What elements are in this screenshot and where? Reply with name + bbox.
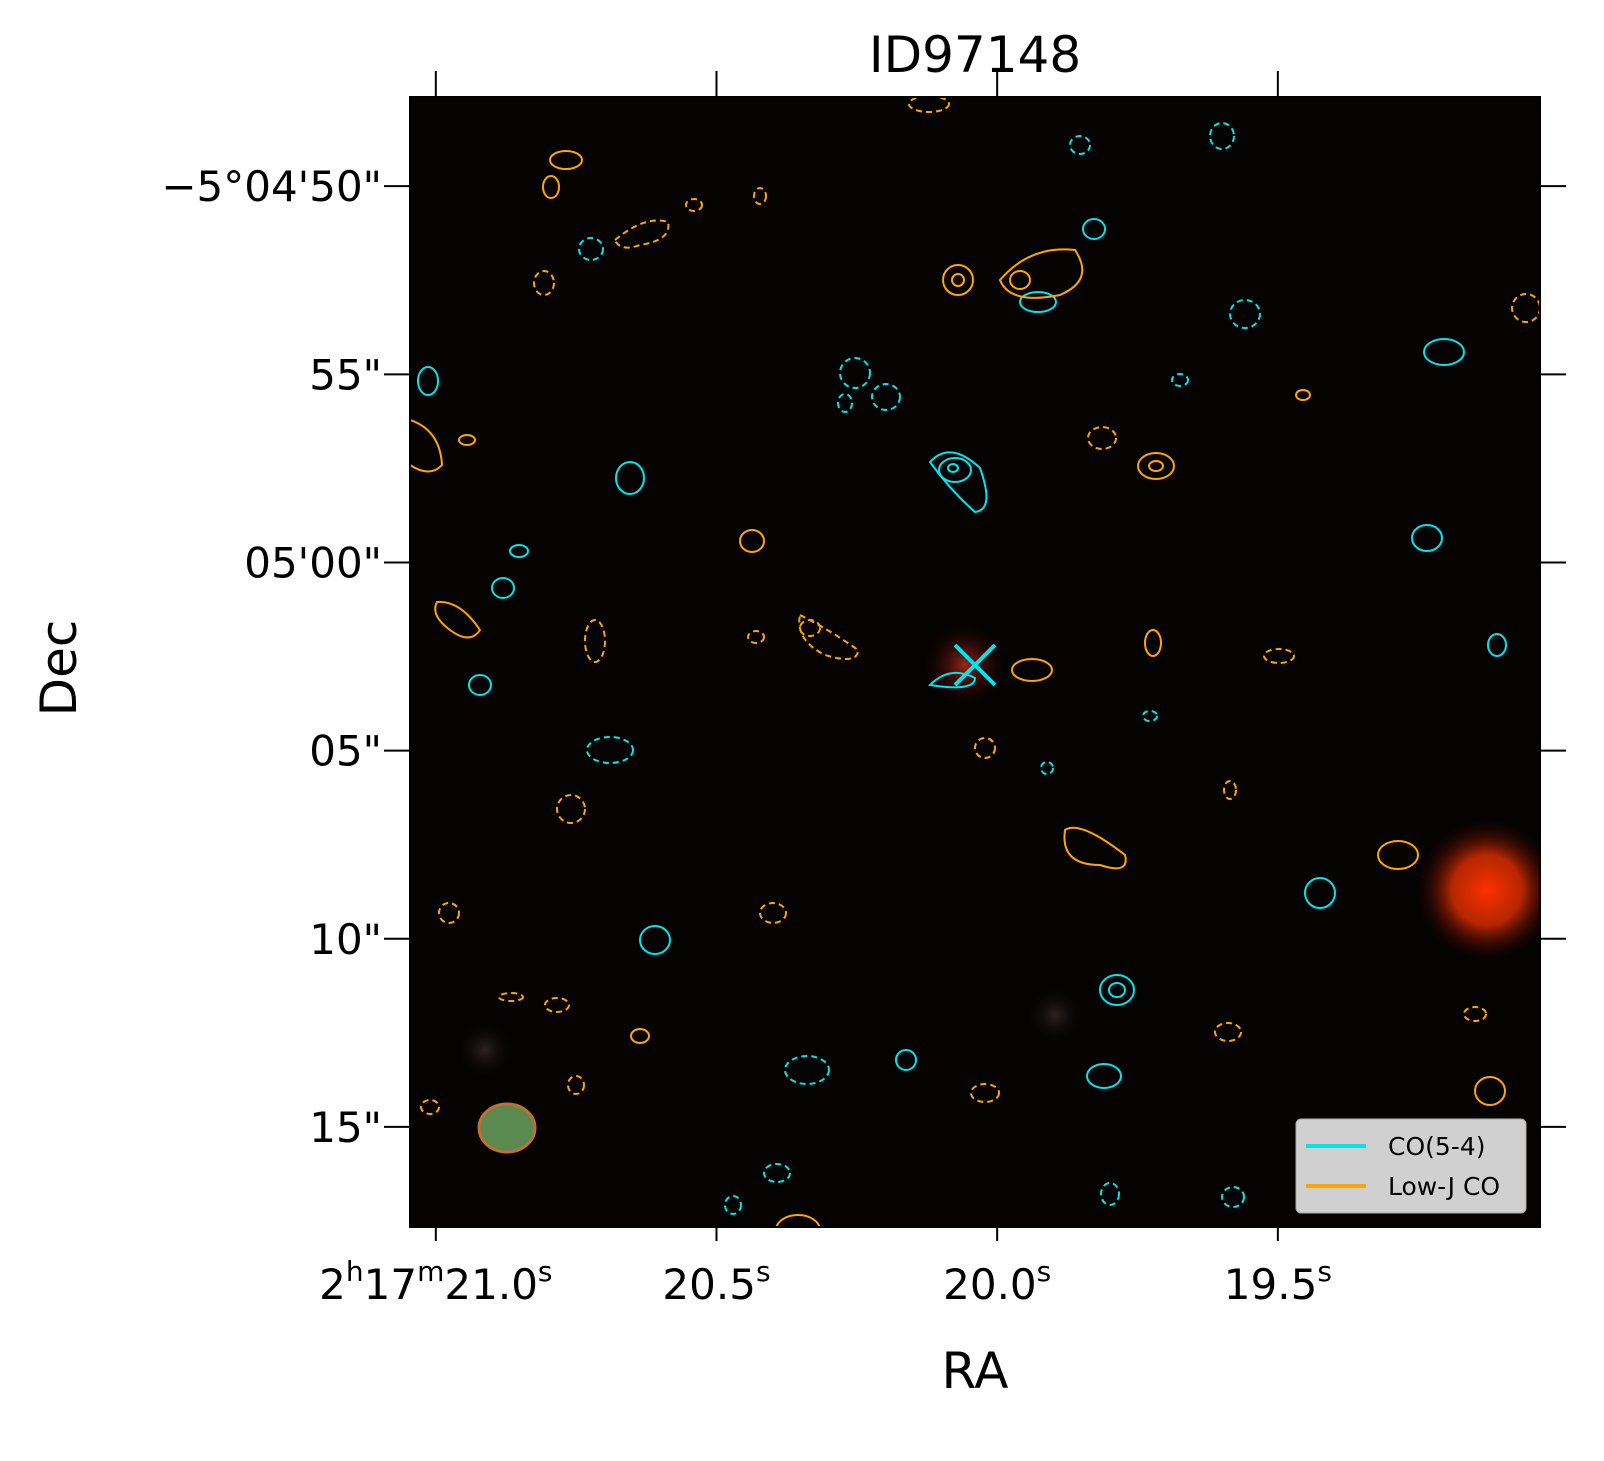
y-axis-label: Dec [30, 620, 88, 717]
legend-label: CO(5-4) [1388, 1132, 1485, 1161]
x-tick-label: 20.0s [943, 1255, 1051, 1309]
x-tick-label: 20.5s [662, 1255, 770, 1309]
y-tick-label: 10" [309, 915, 382, 964]
x-tick-label: 19.5s [1224, 1255, 1332, 1309]
y-tick-label: 55" [309, 350, 382, 399]
position-marker [953, 643, 997, 687]
x-tick-label: 2h17m21.0s [319, 1255, 552, 1309]
plot-frame [409, 96, 1541, 1228]
source-blob [1025, 985, 1085, 1045]
image [410, 97, 1540, 1227]
source-blob [455, 1020, 515, 1080]
legend-label: Low-J CO [1388, 1172, 1500, 1201]
contours [410, 97, 1540, 1227]
x-axis-label: RA [942, 1342, 1009, 1400]
legend: CO(5-4) Low-J CO [1295, 1118, 1527, 1214]
y-tick-label: 05" [309, 727, 382, 776]
y-tick-label: 15" [309, 1103, 382, 1152]
y-tick-label: 05'00" [244, 538, 382, 587]
source-blob [925, 625, 1005, 705]
legend-box [1295, 1118, 1527, 1214]
y-tick-label: −5°04'50" [161, 162, 382, 211]
beam [477, 1102, 537, 1154]
chart-title: ID97148 [869, 26, 1081, 84]
source-blob [1417, 820, 1540, 960]
